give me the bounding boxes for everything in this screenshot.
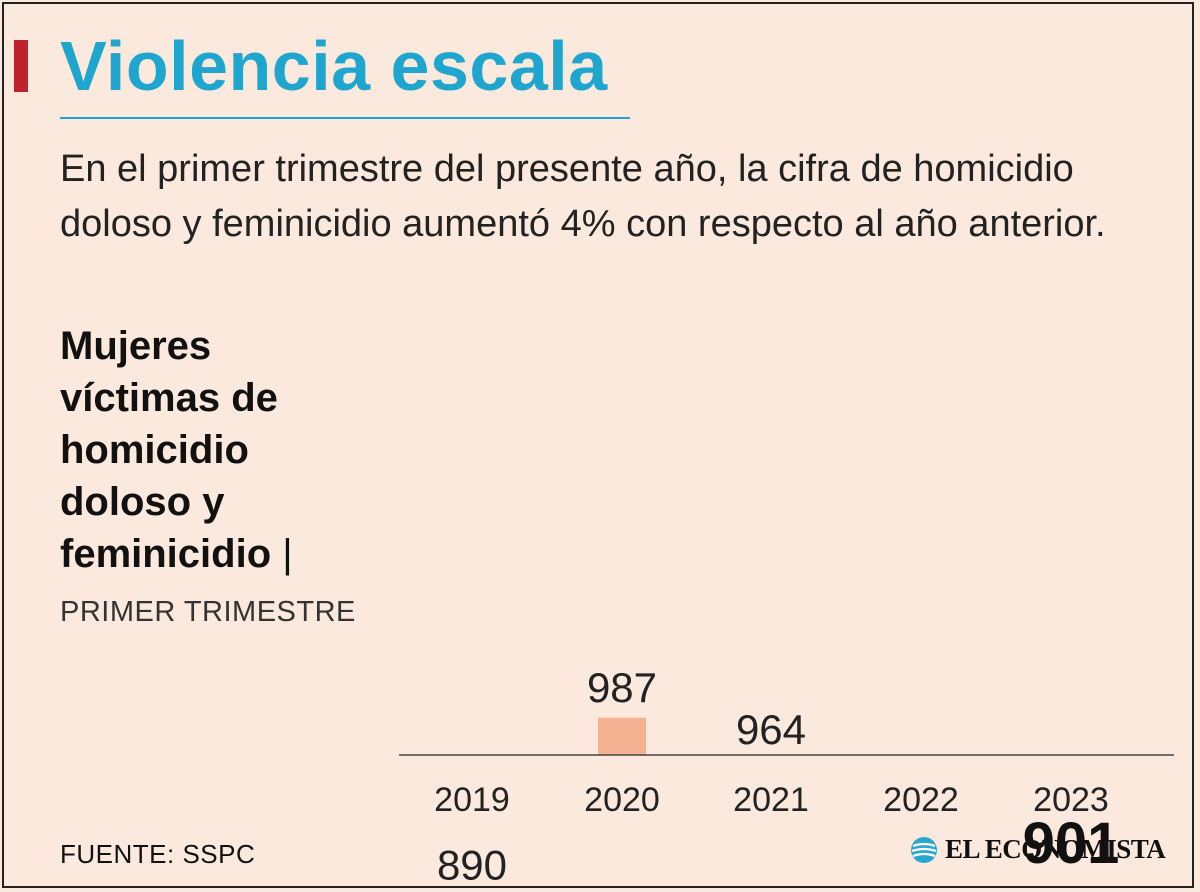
tick-label-2020: 2020 (584, 781, 660, 819)
chart-subtitle: PRIMER TRIMESTRE (60, 596, 356, 628)
value-label-2021: 964 (736, 706, 806, 753)
tick-label-2021: 2021 (733, 781, 809, 819)
value-label-2023: 901 (1023, 811, 1120, 876)
title-separator: | (282, 532, 293, 576)
chart-title: Mujeres víctimas de homicidio doloso y f… (60, 320, 370, 580)
globe-icon (911, 836, 937, 863)
tick-label-2019: 2019 (434, 781, 510, 819)
value-label-2020: 987 (587, 664, 657, 711)
accent-bar (14, 40, 28, 92)
bar-2020 (598, 717, 646, 755)
value-label-2019: 890 (437, 841, 507, 888)
page-title: Violencia escala (60, 27, 608, 105)
brand-name: EL ECONOMISTA (945, 834, 1166, 864)
brand: EL ECONOMISTA (909, 834, 1166, 865)
value-label-2022: 866 (886, 885, 956, 890)
chart-title-text: Mujeres víctimas de homicidio doloso y f… (60, 324, 278, 576)
title-underline (60, 117, 630, 119)
page-subtitle: En el primer trimestre del presente año,… (60, 148, 1106, 245)
tick-label-2022: 2022 (883, 781, 959, 819)
tick-label-2023: 2023 (1033, 781, 1109, 819)
source-note: FUENTE: SSPC (60, 839, 256, 869)
